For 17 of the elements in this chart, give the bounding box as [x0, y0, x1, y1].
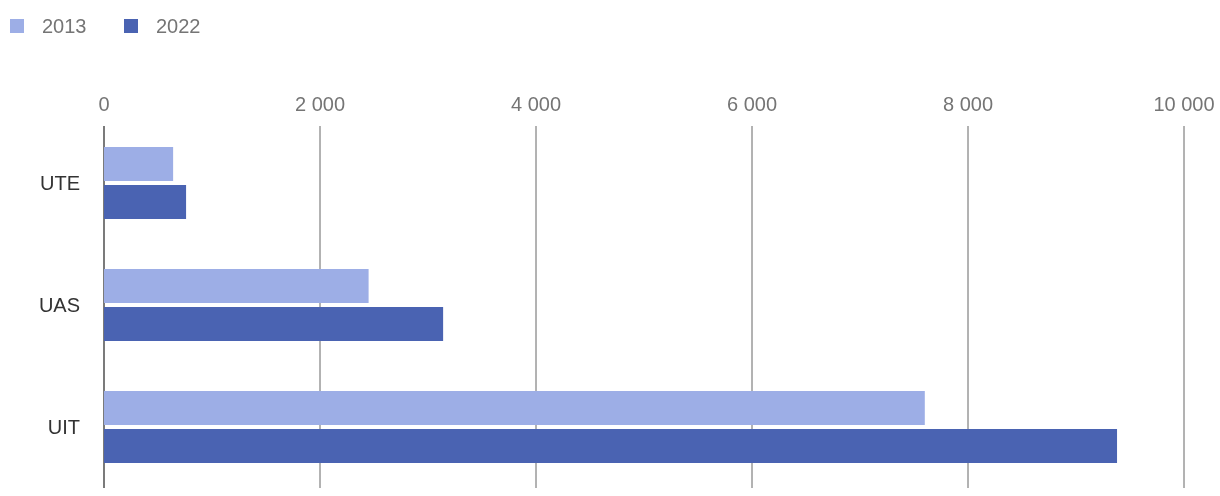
legend-label: 2013	[42, 15, 87, 37]
x-tick-label: 0	[98, 93, 110, 115]
legend-label: 2022	[156, 15, 201, 37]
bar	[104, 269, 369, 303]
bar	[104, 185, 187, 219]
bar	[104, 391, 925, 425]
y-tick-label: UIT	[47, 416, 80, 438]
x-tick-label: 10 000	[1153, 93, 1215, 115]
x-tick-label: 2 000	[294, 93, 346, 115]
bar	[104, 147, 174, 181]
x-tick-label: 8 000	[942, 93, 994, 115]
bar	[104, 307, 444, 341]
y-tick-label: UTE	[40, 172, 80, 194]
x-tick-label: 6 000	[726, 93, 778, 115]
bar	[104, 429, 1118, 463]
x-tick-label: 4 000	[510, 93, 562, 115]
y-tick-label: UAS	[38, 294, 80, 316]
